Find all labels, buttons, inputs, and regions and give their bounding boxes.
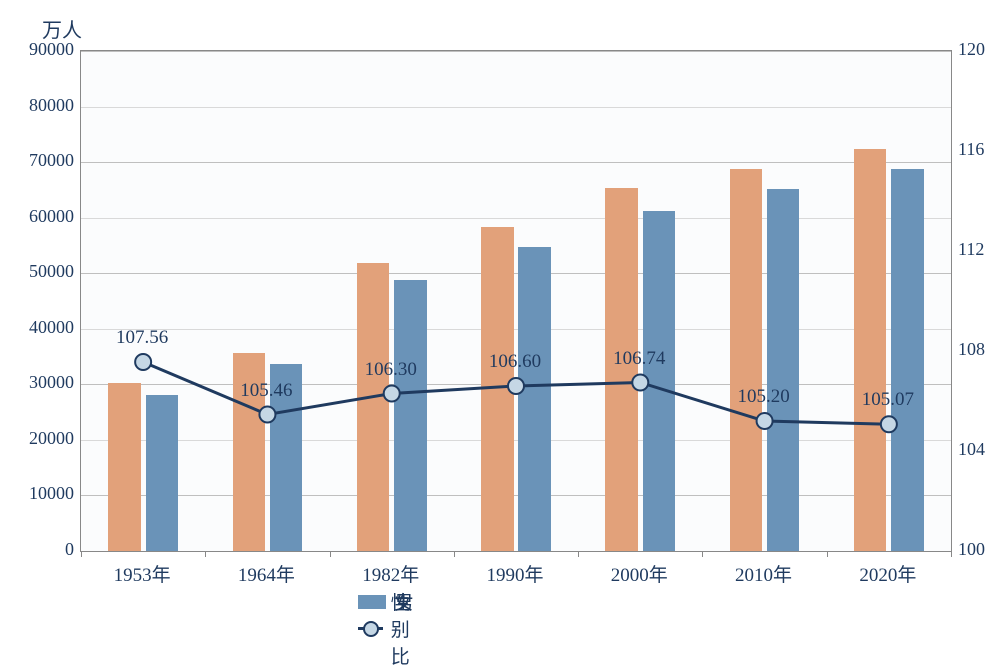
y-left-tick: 50000 [29,261,74,282]
y-left-tick: 30000 [29,372,74,393]
x-tick-label: 1990年 [486,560,543,587]
x-tick-mark [81,551,82,557]
ratio-value-label: 105.07 [862,389,914,411]
ratio-value-label: 106.74 [613,348,665,370]
y-left-tick: 90000 [29,39,74,60]
x-tick-mark [827,551,828,557]
ratio-marker [384,386,400,402]
y-right-tick: 116 [958,139,984,160]
x-tick-mark [702,551,703,557]
ratio-value-label: 105.46 [240,380,292,402]
population-sex-ratio-chart: 万人 男女性别比 0100002000030000400005000060000… [0,0,1000,625]
x-tick-label: 1982年 [362,560,419,587]
legend-label: 性别比 [391,588,426,669]
x-tick-mark [205,551,206,557]
y-left-tick: 80000 [29,95,74,116]
x-tick-label: 1964年 [238,560,295,587]
y-right-tick: 112 [958,239,984,260]
y-left-tick: 10000 [29,483,74,504]
ratio-marker [135,354,151,370]
y-right-tick: 120 [958,39,985,60]
ratio-marker [881,416,897,432]
y-right-tick: 104 [958,439,985,460]
ratio-marker [259,407,275,423]
legend-line-icon [358,627,382,630]
y-left-tick: 70000 [29,150,74,171]
legend-marker-icon [363,621,379,637]
y-left-tick: 20000 [29,428,74,449]
ratio-value-label: 106.30 [365,359,417,381]
x-tick-label: 2000年 [611,560,668,587]
legend-item: 性别比 [358,588,425,669]
ratio-marker [508,378,524,394]
y-left-tick: 40000 [29,317,74,338]
y-left-tick: 0 [65,539,74,560]
ratio-value-label: 106.60 [489,351,541,373]
x-tick-mark [330,551,331,557]
plot-area [80,50,952,552]
ratio-value-label: 105.20 [737,386,789,408]
ratio-value-label: 107.56 [116,327,168,349]
x-tick-label: 2020年 [859,560,916,587]
ratio-marker [632,375,648,391]
x-tick-mark [578,551,579,557]
y-right-tick: 100 [958,539,985,560]
x-tick-mark [951,551,952,557]
x-tick-label: 2010年 [735,560,792,587]
y-left-tick: 60000 [29,206,74,227]
ratio-marker [757,413,773,429]
y-right-tick: 108 [958,339,985,360]
x-tick-label: 1953年 [114,560,171,587]
ratio-line-layer [81,51,951,551]
x-tick-mark [454,551,455,557]
